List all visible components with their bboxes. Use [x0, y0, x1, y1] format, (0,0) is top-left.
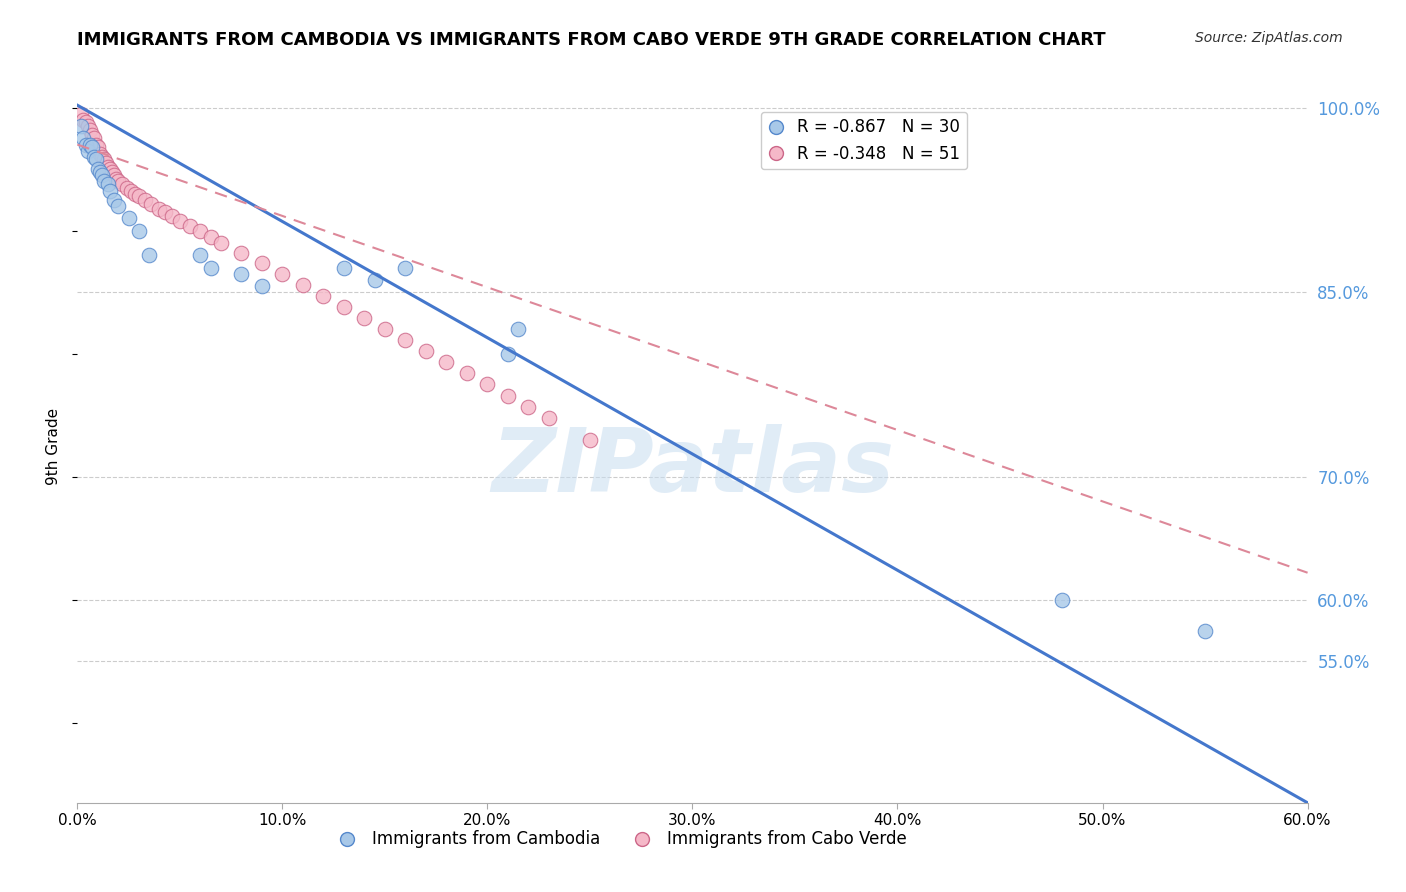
Point: [517, 400, 540, 414]
Point: [200, 230, 222, 244]
Point: [477, 377, 499, 392]
Point: [79, 123, 101, 137]
Point: [107, 199, 129, 213]
Point: [117, 211, 139, 226]
Point: [363, 273, 385, 287]
Point: [80, 128, 103, 142]
Point: [508, 322, 530, 336]
Point: [148, 202, 170, 216]
Point: [188, 224, 212, 238]
Point: [394, 260, 416, 275]
Point: [333, 300, 356, 314]
Point: [537, 410, 560, 425]
Point: [70, 119, 93, 133]
Point: [415, 344, 437, 359]
Point: [80, 140, 103, 154]
Point: [231, 267, 253, 281]
Point: [90, 150, 114, 164]
Point: [271, 267, 294, 281]
Point: [101, 164, 124, 178]
Point: [1194, 624, 1216, 638]
Point: [291, 277, 314, 292]
Point: [179, 219, 201, 233]
Point: [231, 245, 253, 260]
Point: [76, 119, 98, 133]
Point: [128, 189, 150, 203]
Point: [97, 160, 120, 174]
Point: [209, 235, 232, 250]
Point: [75, 137, 97, 152]
Point: [579, 433, 602, 447]
Point: [353, 311, 375, 326]
Point: [141, 196, 163, 211]
Point: [436, 355, 458, 369]
Point: [105, 172, 128, 186]
Point: [70, 107, 93, 121]
Point: [72, 131, 94, 145]
Point: [84, 137, 107, 152]
Point: [76, 144, 98, 158]
Point: [103, 193, 125, 207]
Point: [120, 184, 142, 198]
Point: [89, 164, 111, 178]
Point: [312, 289, 335, 303]
Point: [75, 115, 97, 129]
Point: [87, 162, 110, 177]
Point: [394, 333, 416, 347]
Point: [374, 322, 396, 336]
Point: [89, 147, 111, 161]
Point: [93, 174, 115, 188]
Point: [1050, 592, 1073, 607]
Point: [250, 279, 273, 293]
Point: [103, 169, 125, 183]
Point: [94, 156, 117, 170]
Point: [250, 255, 273, 269]
Point: [496, 388, 519, 402]
Point: [90, 169, 114, 183]
Point: [79, 137, 101, 152]
Point: [93, 153, 115, 167]
Point: [456, 367, 478, 381]
Text: ZIPatlas: ZIPatlas: [491, 424, 894, 511]
Point: [333, 260, 356, 275]
Point: [107, 174, 129, 188]
Legend: Immigrants from Cambodia, Immigrants from Cabo Verde: Immigrants from Cambodia, Immigrants fro…: [323, 824, 914, 855]
Point: [98, 162, 121, 177]
Y-axis label: 9th Grade: 9th Grade: [46, 408, 62, 484]
Point: [84, 153, 107, 167]
Point: [138, 248, 160, 262]
Point: [111, 177, 134, 191]
Point: [160, 209, 183, 223]
Point: [87, 140, 110, 154]
Point: [72, 112, 94, 127]
Point: [83, 150, 105, 164]
Point: [115, 180, 138, 194]
Point: [98, 184, 121, 198]
Point: [97, 177, 120, 191]
Text: IMMIGRANTS FROM CAMBODIA VS IMMIGRANTS FROM CABO VERDE 9TH GRADE CORRELATION CHA: IMMIGRANTS FROM CAMBODIA VS IMMIGRANTS F…: [77, 31, 1107, 49]
Point: [496, 347, 519, 361]
Text: Source: ZipAtlas.com: Source: ZipAtlas.com: [1195, 31, 1343, 45]
Point: [83, 131, 105, 145]
Point: [188, 248, 212, 262]
Point: [124, 186, 146, 201]
Point: [134, 193, 156, 207]
Point: [128, 224, 150, 238]
Point: [200, 260, 222, 275]
Point: [169, 214, 191, 228]
Point: [155, 205, 177, 219]
